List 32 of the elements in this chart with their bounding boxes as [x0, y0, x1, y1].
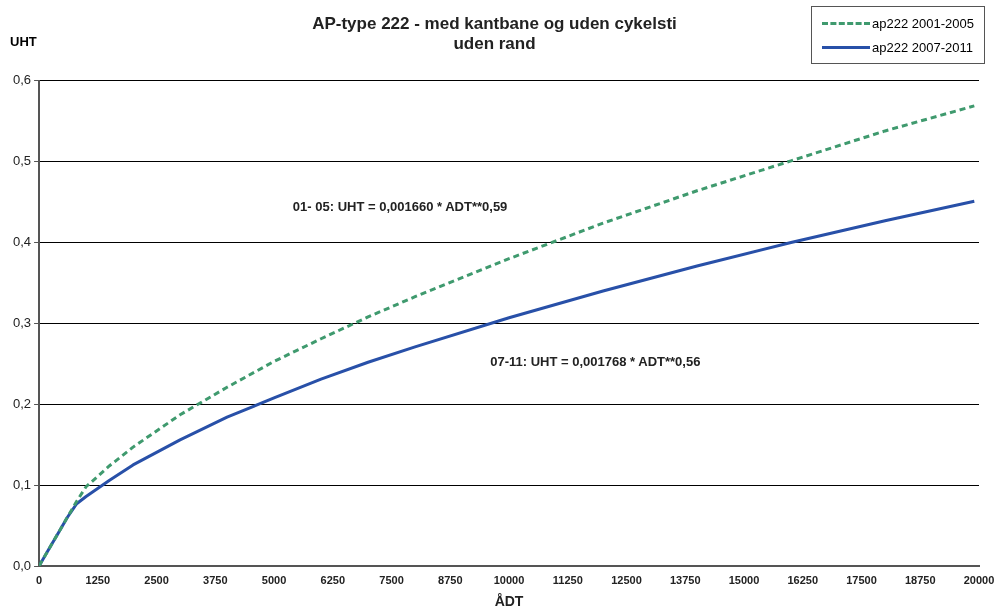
y-tick-label: 0,4	[12, 234, 32, 250]
x-tick-label: 11250	[552, 573, 583, 586]
x-tick-label: 1250	[85, 573, 111, 586]
x-tick-label: 13750	[669, 573, 701, 586]
chart-title: AP-type 222 - med kantbane og uden cykelsti uden rand	[312, 13, 677, 54]
x-tick-label: 8750	[438, 573, 463, 586]
x-tick-label: 7500	[379, 573, 404, 586]
x-tick-label: 6250	[320, 573, 346, 586]
annotation: 07-11: UHT = 0,001768 * ADT**0,56	[490, 353, 701, 369]
y-tick-label: 0,2	[12, 395, 32, 411]
annotation: 01- 05: UHT = 0,001660 * ADT**0,59	[292, 198, 508, 214]
y-tick-label: 0,3	[12, 314, 32, 330]
x-tick-label: 18750	[904, 573, 936, 586]
x-tick-label: 15000	[728, 573, 760, 586]
x-tick-label: 2500	[144, 573, 169, 586]
x-tick-label: 0	[36, 573, 43, 586]
y-tick-label: 0,5	[12, 153, 32, 169]
x-tick-label: 17500	[846, 573, 877, 586]
x-tick-label: 20000	[963, 573, 995, 586]
legend-label: ap222 2007-2011	[872, 39, 974, 55]
y-tick-label: 0,6	[12, 72, 32, 88]
legend-label: ap222 2001-2005	[872, 15, 974, 31]
y-tick-label: 0,0	[12, 557, 32, 573]
line-series	[39, 104, 976, 566]
x-tick-label: 16250	[787, 573, 819, 586]
y-axis-title: UHT	[10, 34, 37, 49]
x-tick-label: 10000	[493, 573, 525, 586]
y-tick-label: 0,1	[12, 476, 32, 492]
x-axis-title: ÅDT	[494, 593, 524, 610]
x-tick-label: 3750	[203, 573, 228, 586]
x-tick-label: 5000	[261, 573, 287, 586]
x-tick-label: 12500	[611, 573, 642, 586]
